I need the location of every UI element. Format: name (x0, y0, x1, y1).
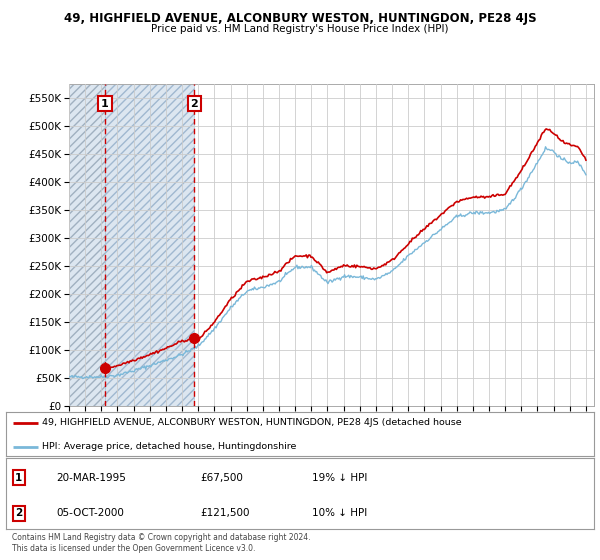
Text: Contains HM Land Registry data © Crown copyright and database right 2024.
This d: Contains HM Land Registry data © Crown c… (12, 533, 311, 553)
Bar (105, 84, 194, 406)
Text: 05-OCT-2000: 05-OCT-2000 (56, 508, 124, 519)
Text: 20-MAR-1995: 20-MAR-1995 (56, 473, 126, 483)
Text: 2: 2 (16, 508, 23, 519)
Text: £121,500: £121,500 (200, 508, 250, 519)
Bar (69, 84, 105, 406)
Text: 49, HIGHFIELD AVENUE, ALCONBURY WESTON, HUNTINGDON, PE28 4JS (detached house: 49, HIGHFIELD AVENUE, ALCONBURY WESTON, … (43, 418, 462, 427)
Text: HPI: Average price, detached house, Huntingdonshire: HPI: Average price, detached house, Hunt… (43, 442, 297, 451)
Text: Price paid vs. HM Land Registry's House Price Index (HPI): Price paid vs. HM Land Registry's House … (151, 24, 449, 34)
Text: 1: 1 (101, 99, 109, 109)
Text: 10% ↓ HPI: 10% ↓ HPI (312, 508, 367, 519)
Text: £67,500: £67,500 (200, 473, 243, 483)
Text: 49, HIGHFIELD AVENUE, ALCONBURY WESTON, HUNTINGDON, PE28 4JS: 49, HIGHFIELD AVENUE, ALCONBURY WESTON, … (64, 12, 536, 25)
Text: 19% ↓ HPI: 19% ↓ HPI (312, 473, 367, 483)
Text: 1: 1 (16, 473, 23, 483)
Text: 2: 2 (190, 99, 198, 109)
